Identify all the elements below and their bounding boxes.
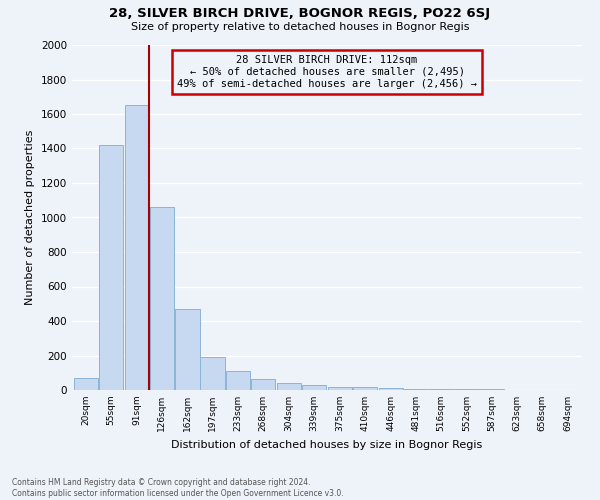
Bar	[379, 388, 403, 390]
Text: Contains HM Land Registry data © Crown copyright and database right 2024.
Contai: Contains HM Land Registry data © Crown c…	[12, 478, 344, 498]
Bar	[302, 385, 326, 390]
Bar	[99, 145, 123, 390]
Bar	[251, 378, 275, 390]
Bar	[125, 105, 149, 390]
Bar	[200, 357, 225, 390]
Bar	[226, 371, 250, 390]
Bar	[74, 378, 98, 390]
Bar	[175, 310, 200, 390]
Bar	[277, 382, 301, 390]
Bar	[328, 386, 352, 390]
Bar	[428, 389, 453, 390]
Text: 28, SILVER BIRCH DRIVE, BOGNOR REGIS, PO22 6SJ: 28, SILVER BIRCH DRIVE, BOGNOR REGIS, PO…	[109, 8, 491, 20]
Text: Size of property relative to detached houses in Bognor Regis: Size of property relative to detached ho…	[131, 22, 469, 32]
Text: 28 SILVER BIRCH DRIVE: 112sqm
← 50% of detached houses are smaller (2,495)
49% o: 28 SILVER BIRCH DRIVE: 112sqm ← 50% of d…	[177, 56, 477, 88]
Bar	[353, 387, 377, 390]
X-axis label: Distribution of detached houses by size in Bognor Regis: Distribution of detached houses by size …	[172, 440, 482, 450]
Y-axis label: Number of detached properties: Number of detached properties	[25, 130, 35, 305]
Bar	[404, 388, 428, 390]
Bar	[149, 208, 174, 390]
